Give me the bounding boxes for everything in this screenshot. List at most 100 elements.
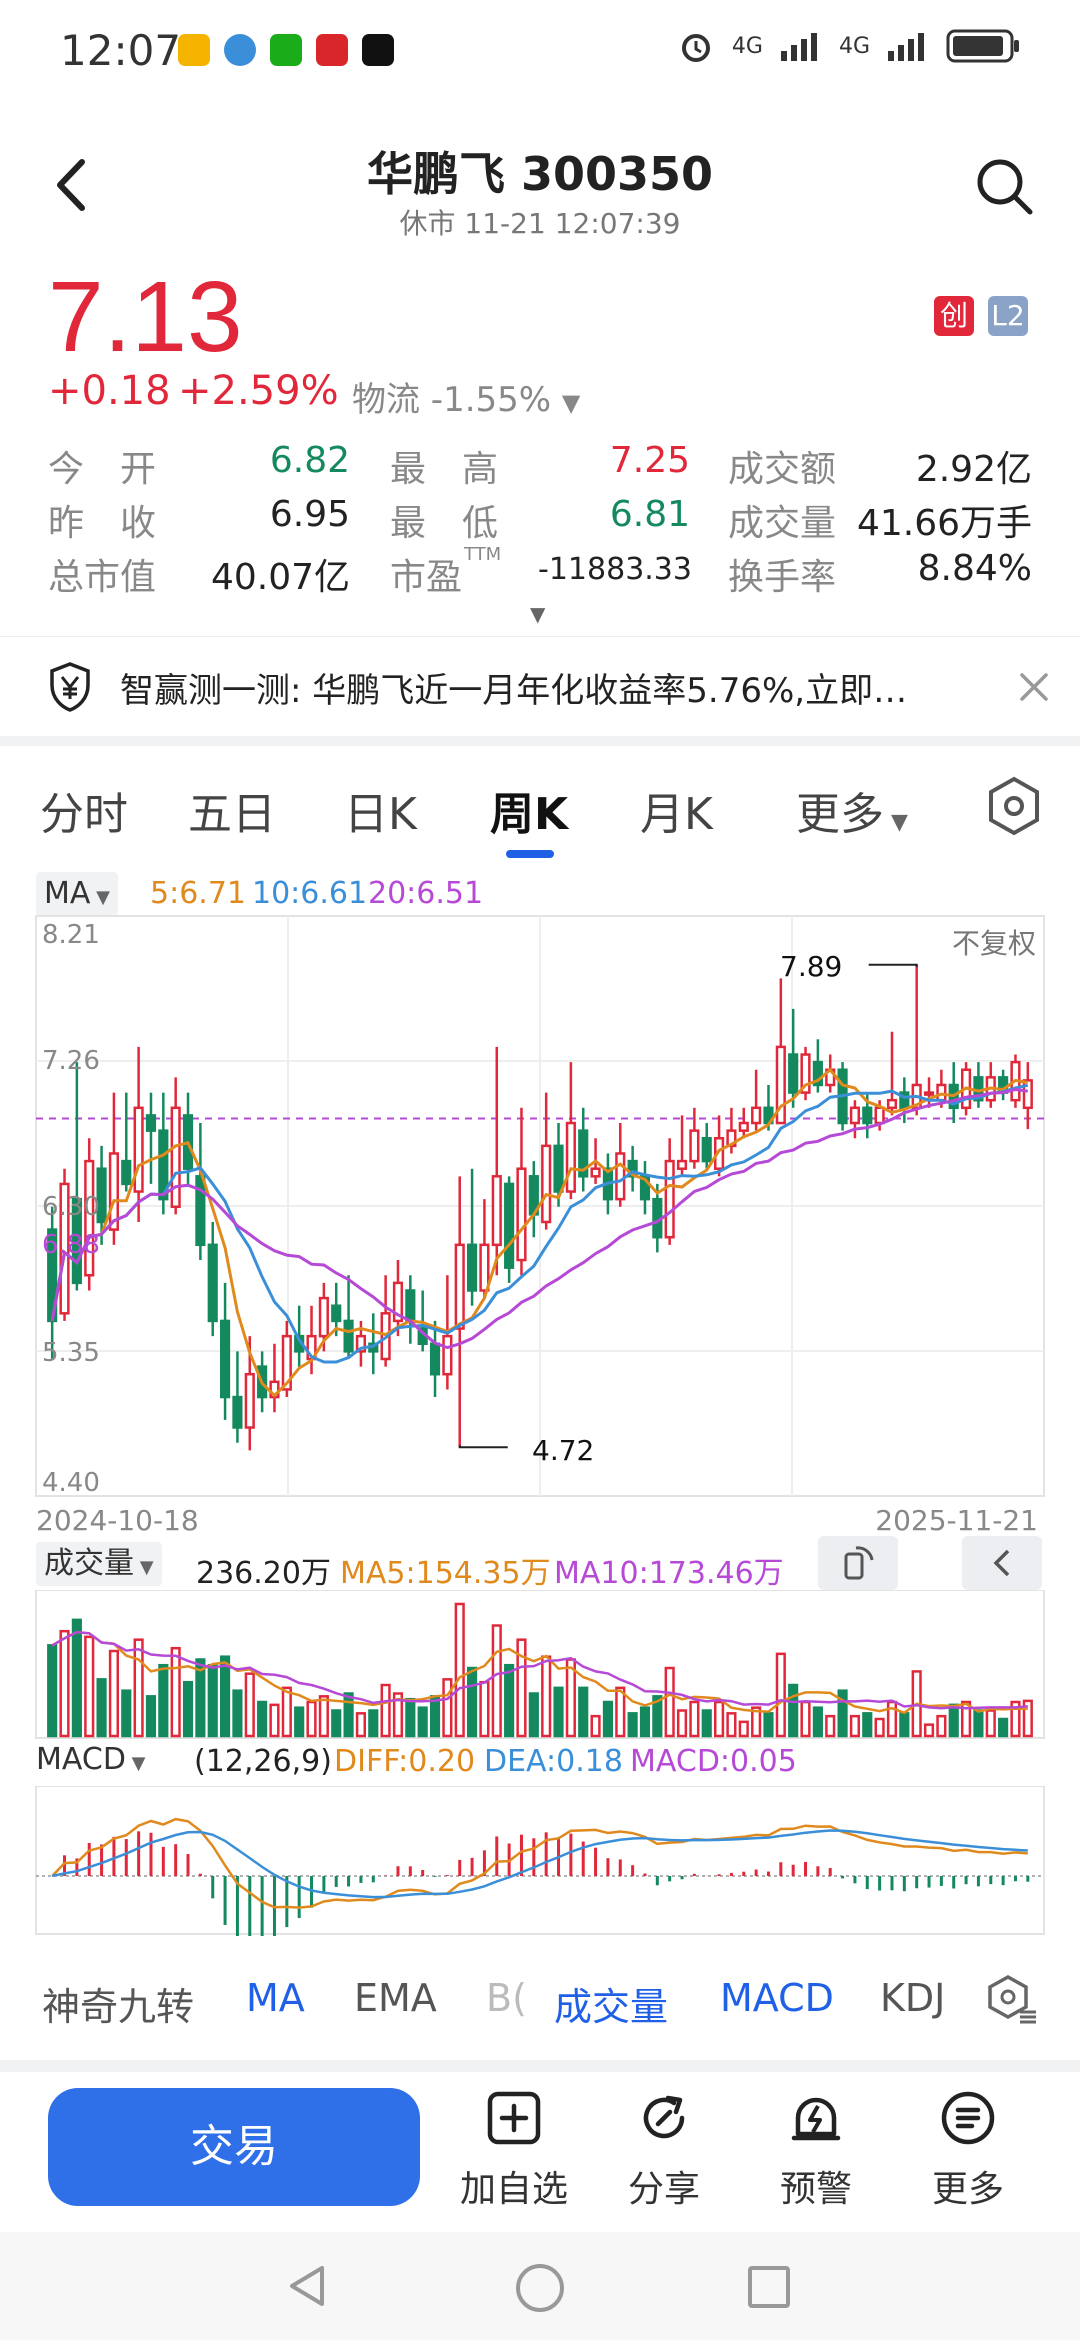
y-tick-label: 8.21 bbox=[42, 920, 100, 950]
y-tick-label: 7.26 bbox=[42, 1046, 100, 1076]
volume-bar bbox=[182, 1680, 194, 1738]
y-tick-label: 6.30 bbox=[42, 1192, 100, 1222]
back-chevron-icon[interactable] bbox=[48, 150, 98, 220]
volume-bar bbox=[553, 1686, 564, 1738]
stat-label: 成交量 bbox=[728, 503, 837, 544]
signal-icon-2 bbox=[888, 33, 924, 61]
volume-bar bbox=[1022, 1699, 1033, 1738]
battery-icon bbox=[946, 29, 1019, 63]
collapse-button[interactable] bbox=[962, 1536, 1042, 1590]
tab-daily-k[interactable]: 日K bbox=[344, 789, 417, 840]
volume-bar bbox=[380, 1683, 391, 1738]
volume-bar bbox=[331, 1709, 342, 1738]
level2-badge: L2 bbox=[988, 296, 1028, 336]
tab-weekly-k[interactable]: 周K bbox=[490, 789, 569, 840]
volume-bar bbox=[454, 1602, 465, 1738]
search-icon[interactable] bbox=[972, 154, 1036, 218]
indicator-tab[interactable]: MACD bbox=[720, 1976, 834, 2020]
volume-bar bbox=[158, 1663, 169, 1738]
action-label: 更多 bbox=[931, 2169, 1004, 2210]
chevron-left-icon bbox=[993, 1549, 1010, 1577]
sector-change[interactable]: 物流 -1.55% ▼ bbox=[352, 372, 580, 421]
volume-bar bbox=[294, 1706, 305, 1738]
min-price-label: 4.72 bbox=[532, 1434, 595, 1467]
volume-selector[interactable]: 成交量 ▼ bbox=[36, 1542, 162, 1586]
volume-bar bbox=[985, 1709, 996, 1738]
close-icon[interactable] bbox=[1018, 671, 1050, 703]
trade-button[interactable]: 交易 bbox=[48, 2088, 420, 2206]
network-2: 4G bbox=[838, 33, 870, 59]
candle-body bbox=[751, 1106, 762, 1125]
indicator-settings-icon[interactable] bbox=[986, 1974, 1038, 2024]
candlestick-chart[interactable] bbox=[0, 910, 1080, 1510]
price-change: +0.18 bbox=[48, 368, 171, 414]
adjust-mode[interactable]: 不复权 bbox=[952, 927, 1037, 960]
indicator-tab[interactable]: MA bbox=[246, 1976, 305, 2020]
browser-icon bbox=[224, 34, 256, 66]
max-price-label: 7.89 bbox=[780, 950, 843, 983]
promo-banner[interactable]: 智赢测一测: 华鹏飞近一月年化收益率5.76%,立即… bbox=[0, 636, 1080, 737]
stat-value: -11883.33 bbox=[538, 552, 692, 587]
volume-bar bbox=[318, 1695, 329, 1738]
tab-timeshare[interactable]: 分时 bbox=[40, 789, 128, 840]
macd-dea-line bbox=[51, 1829, 1028, 1899]
volume-bar bbox=[96, 1678, 107, 1738]
share-button[interactable]: 分享 bbox=[604, 2088, 724, 2212]
caret-down-icon: ▼ bbox=[125, 1753, 146, 1774]
candle-body bbox=[318, 1296, 329, 1338]
settings-hex-icon[interactable] bbox=[986, 776, 1042, 836]
volume-bar bbox=[726, 1712, 737, 1738]
indicator-tab[interactable]: KDJ bbox=[880, 1976, 946, 2020]
recents-square-icon[interactable] bbox=[746, 2264, 792, 2310]
ma-selector[interactable]: MA ▼ bbox=[36, 872, 118, 916]
alarm-icon bbox=[681, 34, 710, 62]
expand-caret-icon[interactable]: ▼ bbox=[530, 602, 546, 626]
ma5-value: 5:6.71 bbox=[150, 876, 246, 911]
alert-button[interactable]: 预警 bbox=[756, 2088, 876, 2212]
stat-value: 8.84% bbox=[917, 548, 1032, 589]
share-icon bbox=[643, 2095, 685, 2139]
candle-body bbox=[689, 1129, 700, 1163]
volume-bar bbox=[800, 1700, 811, 1738]
macd-chart bbox=[35, 1786, 1045, 1936]
volume-bar bbox=[504, 1663, 515, 1738]
x-end-date: 2025-11-21 bbox=[875, 1504, 1038, 1537]
candle-body bbox=[479, 1243, 490, 1292]
stat-value: 7.25 bbox=[609, 440, 690, 481]
action-label: 分享 bbox=[627, 2169, 700, 2210]
macd-selector[interactable]: MACD ▼ bbox=[36, 1742, 146, 1777]
add-square-icon bbox=[487, 2091, 541, 2145]
macd-frame bbox=[35, 1786, 1045, 1935]
ma-selector-label: MA bbox=[44, 876, 91, 911]
indicator-tab[interactable]: B( bbox=[486, 1976, 527, 2020]
indicator-tab[interactable]: 神奇九转 bbox=[42, 1985, 195, 2029]
volume-ma10-line bbox=[51, 1630, 1028, 1710]
volume-bar bbox=[874, 1717, 885, 1738]
market-status: 休市 11-21 12:07:39 bbox=[399, 207, 681, 240]
tab-more-label: 更多 bbox=[796, 789, 884, 840]
stat-label: 市盈 bbox=[390, 557, 463, 598]
add-watchlist-button[interactable]: 加自选 bbox=[454, 2088, 574, 2212]
indicator-tab[interactable]: 成交量 bbox=[554, 1985, 669, 2029]
section-divider bbox=[0, 2060, 1080, 2072]
rotate-button[interactable] bbox=[818, 1536, 898, 1590]
ma20-line bbox=[50, 1087, 1029, 1350]
candle-body bbox=[158, 1129, 169, 1201]
tab-monthly-k[interactable]: 月K bbox=[640, 789, 713, 840]
volume-bar bbox=[442, 1678, 453, 1738]
volume-bar bbox=[849, 1714, 861, 1738]
candle-body bbox=[862, 1106, 873, 1125]
volume-bar bbox=[405, 1697, 416, 1738]
stat-value: 40.07亿 bbox=[210, 557, 350, 598]
tab-more[interactable]: 更多 ▼ bbox=[796, 778, 908, 842]
more-button[interactable]: 更多 bbox=[908, 2088, 1028, 2212]
home-circle-icon[interactable] bbox=[514, 2262, 566, 2314]
macd-selector-label: MACD bbox=[36, 1742, 126, 1777]
macd-diff: DIFF:0.20 bbox=[334, 1744, 476, 1779]
back-triangle-icon[interactable] bbox=[284, 2262, 332, 2310]
volume-bar bbox=[713, 1700, 725, 1738]
caret-down-icon: ▼ bbox=[561, 389, 581, 417]
indicator-tab[interactable]: EMA bbox=[354, 1976, 437, 2020]
stat-value: 6.81 bbox=[609, 494, 690, 535]
tab-five-day[interactable]: 五日 bbox=[188, 789, 276, 840]
